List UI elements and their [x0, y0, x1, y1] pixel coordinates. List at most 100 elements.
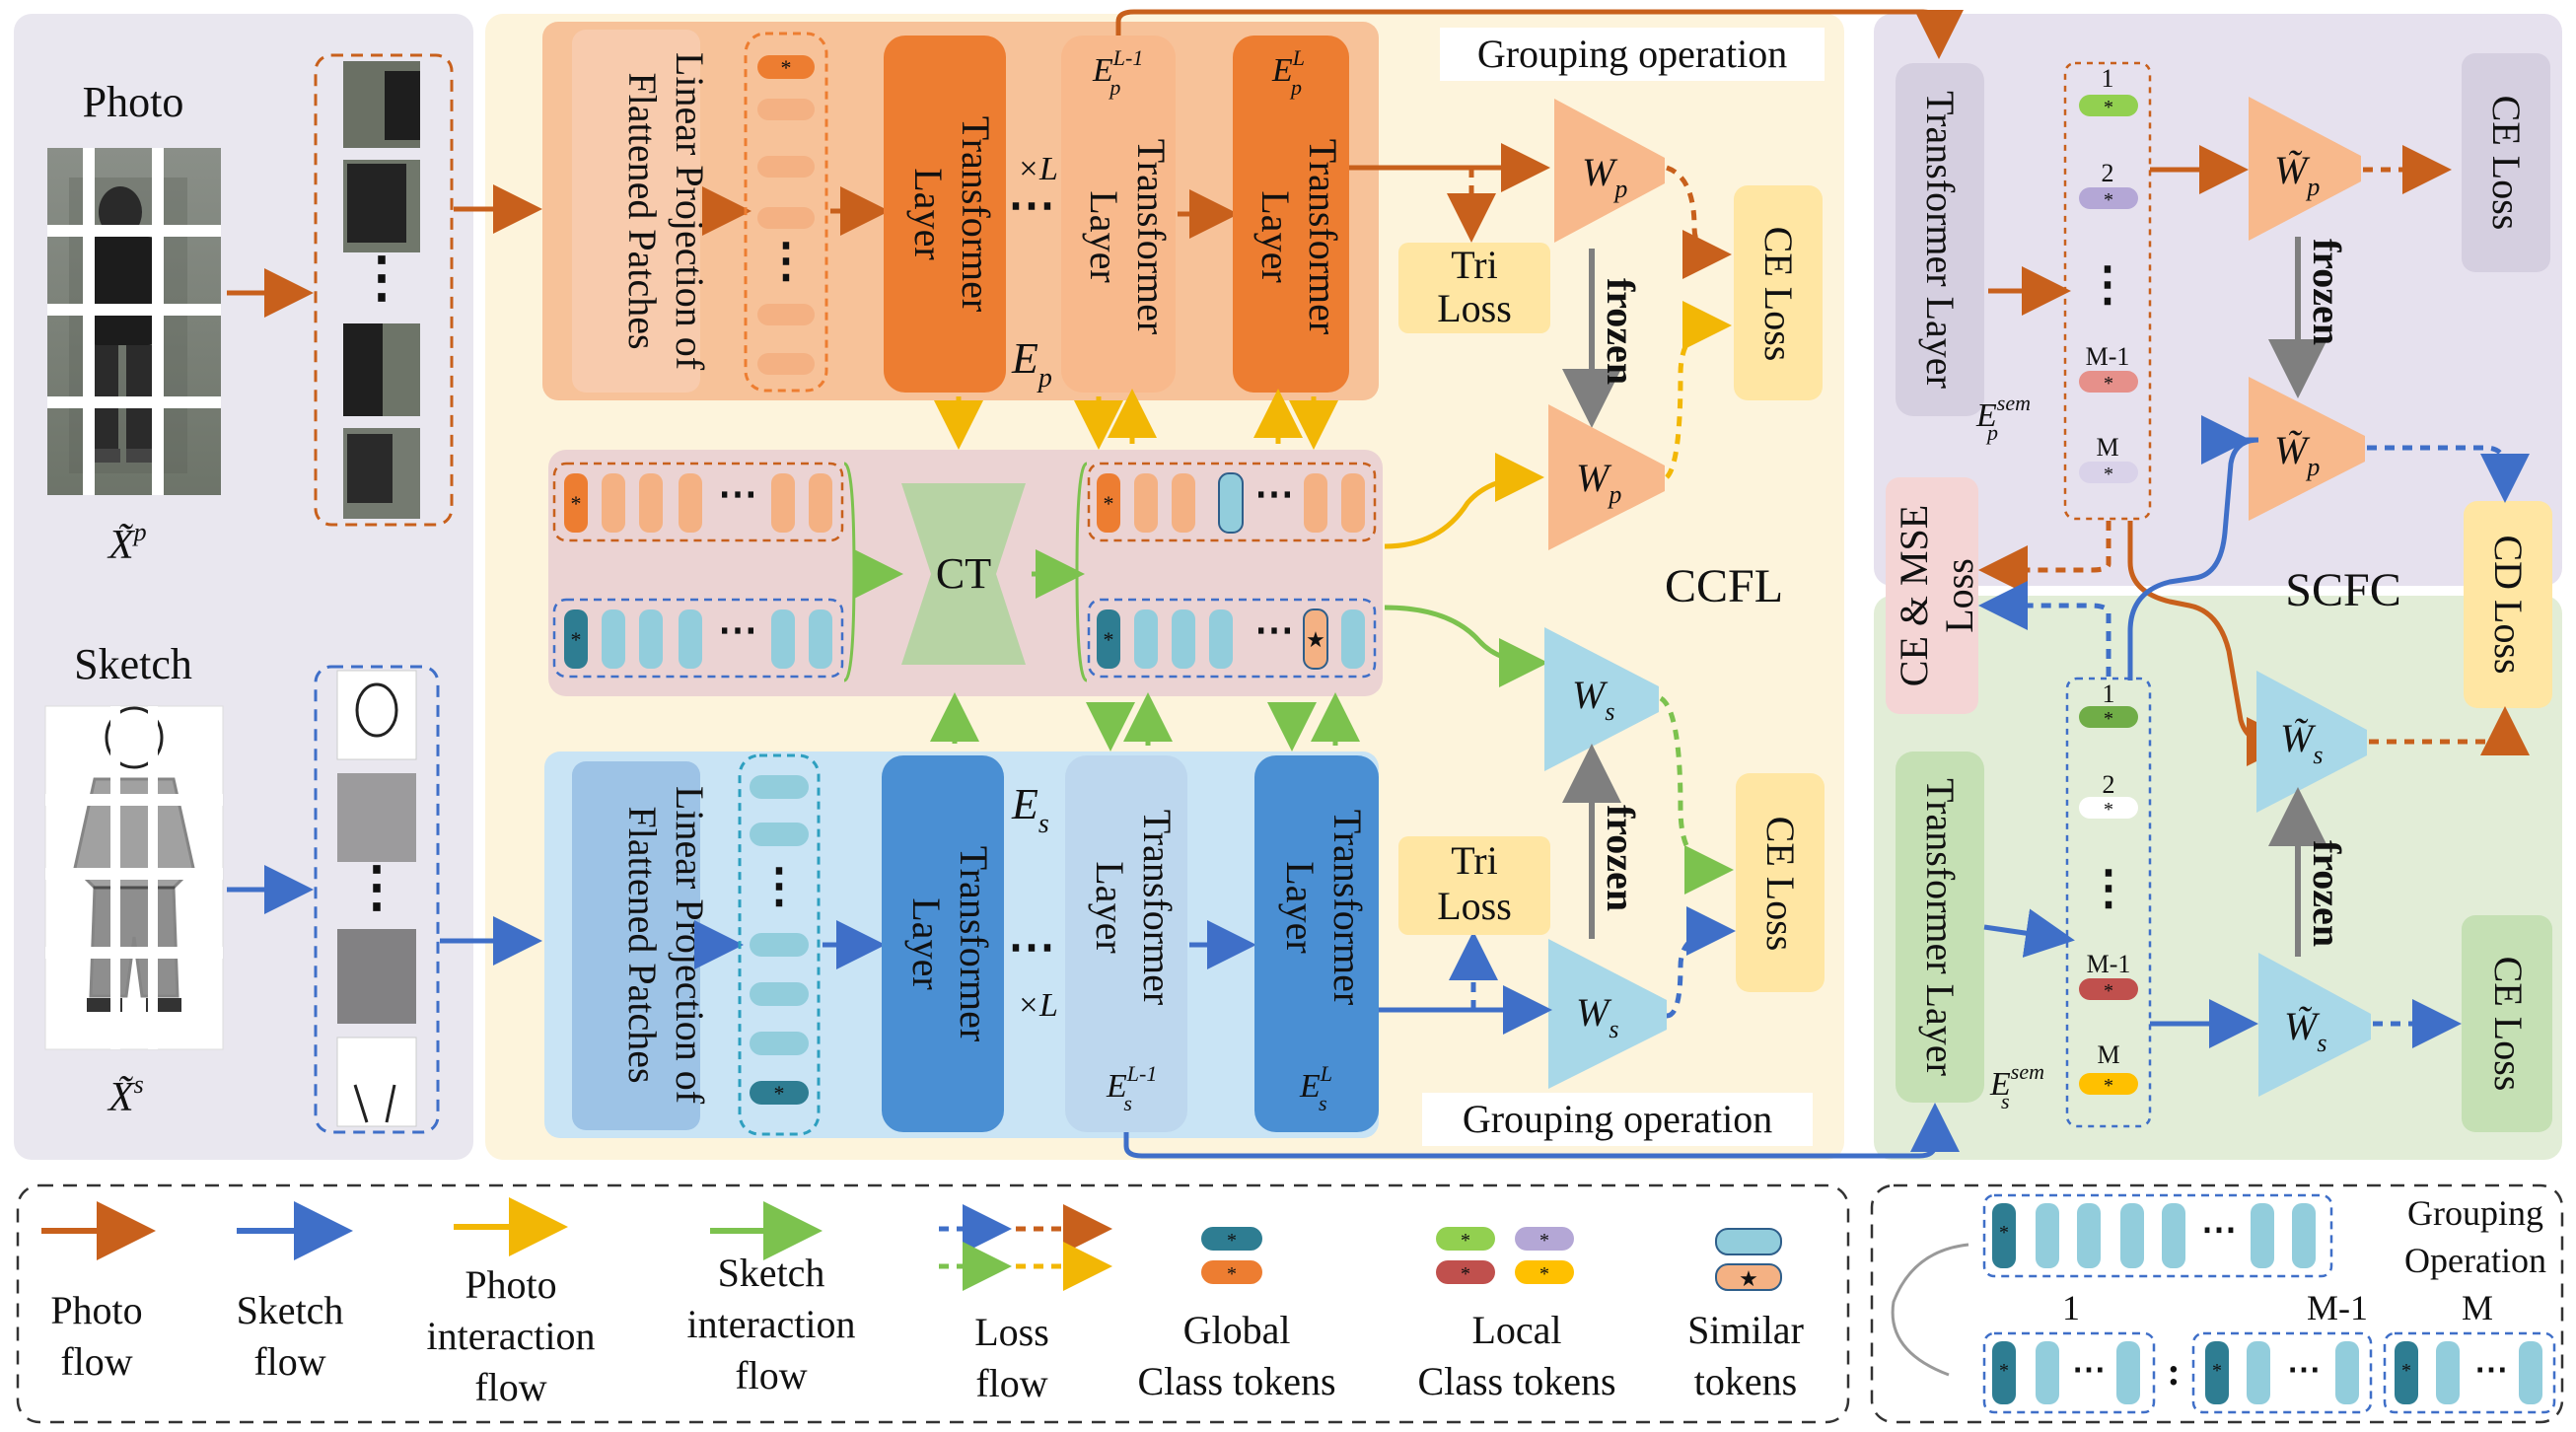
sketch-interaction-arrow: [1384, 605, 1548, 687]
svg-text:Ws: Ws: [1572, 673, 1614, 726]
scfc-transformer-top: [1896, 63, 1984, 416]
svg-text:*: *: [571, 491, 582, 516]
legend-similar-label: Similar tokens: [1687, 1308, 1804, 1403]
sketch-patch: [337, 929, 416, 1024]
scfc-bottom-panel-bg: [1874, 596, 2562, 1160]
frozen-label-bottom: frozen: [1599, 805, 1643, 911]
sketch-token-stack: [738, 753, 821, 1136]
ccfl-label: CCFL: [1665, 560, 1783, 612]
svg-text:⋯: ⋯: [1254, 471, 1294, 516]
svg-text:*: *: [2212, 1360, 2222, 1382]
scfc-transformer-bottom: [1896, 752, 1984, 1103]
grouping-arrow: [1891, 1243, 1969, 1377]
svg-text:1: 1: [2103, 680, 2115, 708]
legend-photo-interaction: Photo interaction flow: [426, 1262, 595, 1409]
sketch-symbol: X̃s: [107, 1070, 144, 1120]
svg-text:TransformerLayer: TransformerLayer: [904, 846, 996, 1042]
svg-text:*: *: [774, 1081, 785, 1106]
svg-text:*: *: [2104, 189, 2113, 211]
loss-flow-arrow: [2367, 445, 2530, 503]
photo-token-stack: [744, 32, 828, 393]
photo-flow-arrow: [2127, 521, 2296, 766]
svg-text:Loss: Loss: [1437, 884, 1512, 928]
photo-layer-ellipsis: ⋯: [1008, 179, 1055, 232]
photo-flow-arrow: [1115, 9, 1964, 59]
photo-interaction-arrow: [1384, 453, 1544, 549]
legend-box: [16, 1183, 1850, 1424]
scfc-ce-loss-top: [2462, 53, 2550, 272]
svg-text:2: 2: [2102, 159, 2114, 187]
grouping-top-label-bg: [1440, 28, 1825, 81]
svg-text:*: *: [1539, 1263, 1549, 1285]
svg-text:*: *: [1227, 1230, 1237, 1252]
svg-text:Transformer Layer: Transformer Layer: [1918, 91, 1963, 389]
photo-image: [47, 148, 221, 495]
svg-text:TransformerLayer: TransformerLayer: [1253, 139, 1345, 335]
tri-loss-top: [1398, 243, 1550, 333]
legend-photo-flow: Photo flow: [50, 1288, 142, 1384]
svg-text:CD Loss: CD Loss: [2486, 535, 2531, 674]
legend-local-label: Local Class tokens: [1417, 1308, 1615, 1403]
legend-loss-flow-arrows: [939, 1204, 1112, 1291]
scfc-frozen-bottom: frozen: [2305, 840, 2349, 947]
similar-token: [1218, 472, 1244, 534]
svg-text:1: 1: [2062, 1288, 2080, 1327]
legend-sketch-interaction: Sketch interaction flow: [686, 1251, 855, 1397]
svg-text:TransformerLayer: TransformerLayer: [1278, 810, 1370, 1006]
svg-text:CE Loss: CE Loss: [1758, 817, 1803, 952]
svg-text:W̃s: W̃s: [2284, 1004, 2326, 1057]
grouping-legend-title: Grouping Operation: [2404, 1193, 2546, 1280]
legend-global-tokens: * *: [1201, 1227, 1262, 1285]
ws-classifier-top: [1544, 627, 1659, 771]
sketch-times-l: ×L: [1017, 987, 1058, 1024]
svg-text:⋯: ⋯: [1254, 608, 1294, 652]
svg-text:Tri: Tri: [1451, 838, 1497, 883]
svg-text:M: M: [2462, 1288, 2493, 1327]
ce-loss-top: [1734, 185, 1823, 400]
svg-text:M-1: M-1: [2307, 1288, 2368, 1327]
sketch-layer-ellipsis: ⋯: [1008, 921, 1055, 973]
svg-text:*: *: [2104, 97, 2113, 118]
grouping-top-label: Grouping operation: [1477, 32, 1787, 76]
svg-text:*: *: [571, 627, 582, 652]
ct-output-photo-row: [1087, 462, 1377, 542]
sketch-layer-l-symbol: EL s: [1299, 1061, 1332, 1115]
sketch-transformer-layer-l1: [1065, 755, 1187, 1132]
svg-text:W̃s: W̃s: [2280, 716, 2323, 769]
svg-text:*: *: [1999, 1360, 2009, 1382]
svg-text:TransformerLayer: TransformerLayer: [1088, 810, 1180, 1006]
sketch-flow-arrow: [1123, 1103, 1960, 1159]
svg-text:*: *: [781, 55, 792, 80]
ws-tilde-top: [2256, 671, 2367, 813]
cd-loss-box: [2464, 501, 2552, 708]
ws-tilde-bottom: [2258, 953, 2371, 1097]
scfc-sem-bottom-symbol: Esem s: [1989, 1059, 2044, 1113]
loss-flow-arrow: [2369, 706, 2530, 755]
sketch-patches-group: [314, 665, 440, 1134]
ct-input-sketch-row: [552, 598, 844, 679]
ce-mse-loss-box: [1886, 477, 1978, 714]
svg-text:★: ★: [1739, 1266, 1758, 1291]
sketch-patch: [336, 1037, 417, 1127]
sketch-transformer-layer-1: [882, 755, 1004, 1132]
svg-text:*: *: [1104, 491, 1114, 516]
svg-text:⋯: ⋯: [2474, 1352, 2508, 1389]
svg-text:*: *: [1539, 1230, 1549, 1252]
sketch-flow-arrow: [1983, 908, 2075, 958]
sketch-linear-projection: [572, 761, 700, 1130]
grouping-full-sequence: [1982, 1193, 2333, 1278]
svg-text:⋮: ⋮: [762, 235, 810, 287]
svg-text:W̃p: W̃p: [2274, 148, 2320, 201]
sketch-linear-projection-label: Linear Projection ofFlattened Patches: [620, 786, 712, 1105]
sketch-label: Sketch: [74, 640, 192, 688]
svg-text:⋯: ⋯: [2072, 1352, 2106, 1389]
svg-text:2: 2: [2103, 770, 2115, 799]
scfc-frozen-top: frozen: [2305, 239, 2349, 345]
svg-text:Tri: Tri: [1451, 243, 1497, 287]
svg-text:⋮: ⋮: [755, 860, 803, 912]
svg-text:*: *: [2104, 464, 2113, 485]
svg-text:M-1: M-1: [2086, 342, 2130, 371]
svg-text:★: ★: [1306, 627, 1325, 652]
svg-text:⋯: ⋯: [2201, 1209, 2237, 1249]
